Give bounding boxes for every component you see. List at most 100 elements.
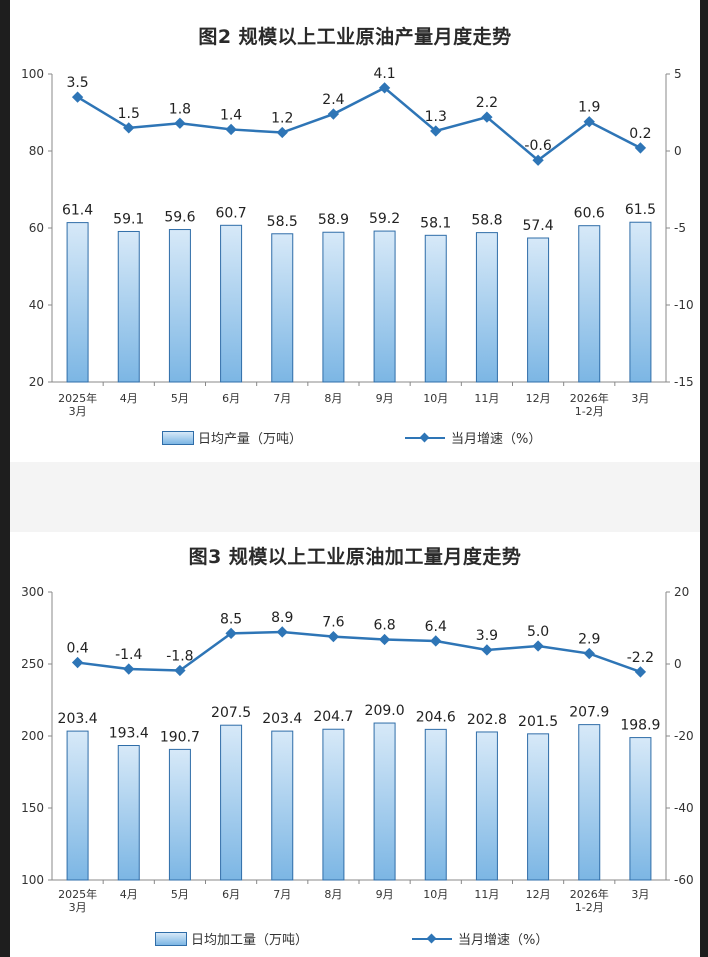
bar-data-label: 61.5 (625, 202, 656, 218)
legend-item-line: 当月增速（%） (412, 929, 548, 948)
x-tick-label: 4月 (120, 392, 138, 405)
x-tick-label: 7月 (273, 392, 291, 405)
bar-data-label: 58.5 (267, 214, 298, 230)
y-right-tick-label: 20 (674, 585, 689, 599)
x-tick-label: 6月 (222, 888, 240, 901)
bar-data-label: 207.5 (211, 705, 251, 721)
bar-data-label: 209.0 (365, 703, 405, 719)
x-tick-label: 2026年 (570, 391, 609, 405)
line-point (123, 122, 135, 134)
chart-legend: 日均加工量（万吨） 当月增速（%） (10, 929, 700, 949)
y-right-tick-label: -40 (674, 801, 694, 815)
line-point (276, 126, 288, 139)
x-tick-label: 2025年 (58, 887, 97, 901)
bar-data-label: 59.2 (369, 211, 400, 227)
y-left-tick-label: 60 (29, 221, 44, 235)
line-point (327, 108, 340, 120)
bar-data-label: 60.6 (574, 206, 605, 222)
y-right-tick-label: -15 (674, 375, 694, 389)
x-tick-label: 9月 (376, 392, 394, 405)
chart-svg-processing: 100150200250300-60-40-20020203.42025年3月1… (21, 585, 694, 914)
line-data-label: 3.9 (476, 628, 498, 644)
x-tick-label: 10月 (423, 888, 448, 901)
y-right-tick-label: 0 (674, 144, 682, 158)
bar (424, 728, 447, 881)
chart-title: 图2 规模以上工业原油产量月度走势 (198, 26, 512, 48)
bar (527, 733, 550, 881)
legend-bar-swatch (162, 430, 194, 445)
line-point (276, 626, 288, 638)
bar (168, 229, 191, 383)
bar-data-label: 207.9 (569, 705, 609, 721)
y-left-tick-label: 40 (29, 298, 44, 312)
bar (373, 722, 396, 881)
bar-data-label: 58.8 (471, 213, 502, 229)
bar (117, 745, 140, 881)
bar-data-label: 204.6 (416, 709, 456, 725)
left-border (0, 0, 10, 957)
bar-data-label: 204.7 (313, 709, 353, 725)
legend-line-label: 当月增速（%） (451, 432, 542, 447)
line-data-label: 6.4 (425, 619, 447, 635)
bar (475, 731, 498, 881)
x-tick-label: 8月 (324, 888, 342, 901)
growth-line (76, 86, 641, 162)
y-right-tick-label: 0 (674, 657, 682, 671)
x-tick-label: 3月 (69, 405, 87, 418)
legend-bar-label: 日均加工量（万吨） (191, 933, 309, 948)
bar-data-label: 193.4 (109, 726, 149, 742)
bar-data-label: 59.1 (113, 211, 144, 227)
bar-data-label: 59.6 (164, 210, 195, 226)
line-data-label: 2.2 (476, 95, 498, 111)
line-point (481, 644, 493, 656)
y-left-tick-label: 250 (21, 657, 44, 671)
bar-data-label: 61.4 (62, 203, 93, 219)
x-tick-label: 10月 (423, 392, 448, 405)
bar (629, 221, 652, 383)
line-point (532, 640, 544, 652)
bar-data-label: 202.8 (467, 712, 507, 728)
bar (168, 748, 191, 881)
line-data-label: -1.4 (115, 647, 142, 663)
line-data-label: 2.4 (322, 92, 344, 108)
chart-legend: 日均产量（万吨） 当月增速（%） (10, 428, 700, 448)
line-point (634, 142, 647, 154)
x-tick-label: 11月 (474, 392, 499, 405)
bar (629, 737, 652, 881)
line-data-label: 0.2 (629, 126, 651, 142)
x-tick-label: 7月 (273, 888, 291, 901)
line-data-label: 8.5 (220, 611, 242, 627)
bar (220, 224, 243, 383)
legend-line-marker (405, 432, 445, 444)
line-point (532, 154, 544, 166)
y-right-tick-label: -20 (674, 729, 694, 743)
y-right-tick-label: 5 (674, 67, 682, 81)
line-data-label: 6.8 (373, 618, 395, 634)
chart-separator (10, 462, 700, 532)
bar (527, 237, 550, 383)
line-data-label: -2.2 (627, 650, 654, 666)
x-tick-label: 4月 (120, 888, 138, 901)
x-tick-label: 12月 (526, 888, 551, 901)
x-tick-label: 11月 (474, 888, 499, 901)
line-data-label: 1.9 (578, 100, 600, 116)
legend-item-bars: 日均产量（万吨） (162, 428, 302, 447)
line-data-label: 1.2 (271, 111, 293, 127)
line-point (174, 117, 186, 129)
x-tick-label: 1-2月 (575, 901, 604, 914)
right-border (700, 0, 708, 957)
x-tick-label: 6月 (222, 392, 240, 405)
bar-data-label: 58.1 (420, 215, 451, 231)
y-left-tick-label: 300 (21, 585, 44, 599)
y-left-tick-label: 200 (21, 729, 44, 743)
x-tick-label: 5月 (171, 888, 189, 901)
bar-data-label: 201.5 (518, 714, 558, 730)
growth-line (77, 630, 641, 674)
line-point (71, 91, 84, 103)
line-point (430, 125, 442, 137)
bar (322, 728, 345, 881)
bar-data-label: 58.9 (318, 212, 349, 228)
chart-panel-production: 图2 规模以上工业原油产量月度走势 20 40 60 80 100 -15 -10 -5 0 5 6… (10, 0, 700, 462)
legend-item-line: 当月增速（%） (405, 428, 541, 447)
bar (578, 724, 601, 881)
